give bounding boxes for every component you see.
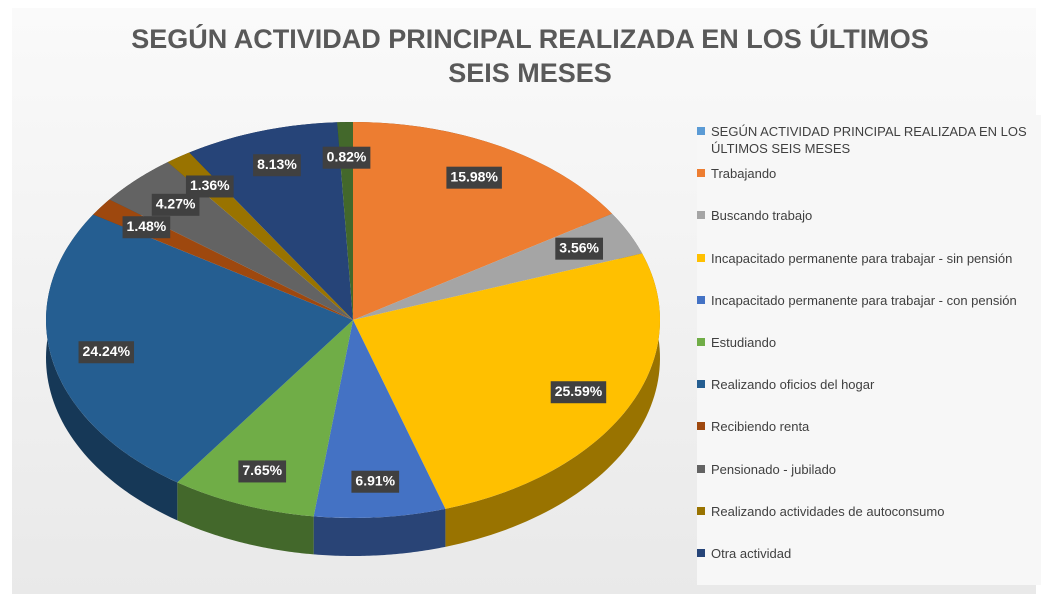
- slice: [313, 320, 446, 518]
- legend-label: Incapacitado permanente para trabajar - …: [711, 292, 1017, 308]
- legend-label: Trabajando: [711, 166, 777, 182]
- legend-swatch: [697, 211, 705, 220]
- legend-entry: SEGÚN ACTIVIDAD PRINCIPAL REALIZADA EN L…: [697, 123, 1041, 157]
- slice: [177, 320, 353, 517]
- legend-swatch: [697, 253, 705, 262]
- label-box: [238, 460, 287, 483]
- data-label: 1.48%: [127, 218, 167, 234]
- legend-entry: Realizando oficios del hogar: [697, 376, 1041, 393]
- data-label: 3.56%: [559, 239, 599, 255]
- legend-label: Recibiendo renta: [711, 419, 810, 435]
- legend-swatch: [697, 295, 705, 304]
- slice: [189, 122, 353, 321]
- legend-entry: Incapacitado permanente para trabajar - …: [697, 292, 1041, 309]
- legend-label: Realizando actividades de autoconsumo: [711, 503, 945, 519]
- legend-swatch: [697, 338, 705, 346]
- legend: SEGÚN ACTIVIDAD PRINCIPAL REALIZADA EN L…: [697, 115, 1041, 585]
- slice: [337, 122, 353, 320]
- legend-entry: Incapacitado permanente para trabajar - …: [697, 250, 1041, 267]
- label-box: [253, 154, 301, 177]
- legend-swatch: [697, 127, 705, 135]
- data-label: 4.27%: [156, 196, 196, 212]
- data-label: 7.65%: [242, 462, 282, 478]
- legend-entry: Pensionado - jubilado: [697, 461, 1041, 478]
- legend-entry: Otra actividad: [697, 545, 1041, 562]
- label-box: [322, 146, 371, 169]
- legend-swatch: [697, 549, 705, 557]
- label-box: [446, 166, 502, 189]
- data-label: 8.13%: [257, 156, 297, 172]
- chart-title: SEGÚN ACTIVIDAD PRINCIPAL REALIZADA EN L…: [131, 24, 929, 88]
- legend-entry: Realizando actividades de autoconsumo: [697, 503, 1041, 520]
- legend-swatch: [697, 422, 705, 431]
- label-box: [351, 470, 400, 493]
- legend-label: Realizando oficios del hogar: [711, 377, 875, 393]
- data-label: 6.91%: [355, 472, 395, 488]
- legend-entry: Recibiendo renta: [697, 418, 1041, 435]
- chart: 15.98% 3.56% 25.59% 6.91% 7.65% 24.24% 1.48% 4.…: [46, 122, 660, 556]
- legend-label: Buscando trabajo: [711, 208, 813, 224]
- legend-label: Pensionado - jubilado: [711, 461, 837, 477]
- legend-swatch: [697, 506, 705, 515]
- slice-side: [46, 214, 178, 521]
- legend-entry: Estudiando: [697, 334, 1041, 351]
- legend-swatch: [697, 169, 705, 178]
- data-label: 1.36%: [190, 177, 230, 193]
- slice-side: [313, 508, 446, 556]
- label-box: [185, 175, 234, 198]
- label-box: [550, 381, 607, 404]
- slice-side: [445, 253, 660, 547]
- slice: [353, 122, 613, 320]
- legend-swatch: [697, 380, 705, 389]
- legend-label: Otra actividad: [711, 546, 792, 561]
- data-label: 25.59%: [555, 383, 603, 399]
- legend-label: Estudiando: [711, 335, 777, 350]
- label-box: [555, 237, 604, 260]
- legend-entry: Trabajando: [697, 165, 1041, 182]
- data-label: 15.98%: [450, 168, 498, 184]
- data-label: 24.24%: [83, 343, 131, 359]
- legend-label: SEGÚN ACTIVIDAD PRINCIPAL REALIZADA EN L…: [711, 124, 1027, 156]
- label-box: [151, 193, 200, 216]
- slice: [46, 214, 354, 483]
- legend-entry: Buscando trabajo: [697, 207, 1041, 224]
- legend-swatch: [697, 464, 705, 473]
- data-label: 0.82%: [327, 148, 367, 164]
- slice: [353, 253, 660, 509]
- legend-label: Incapacitado permanente para trabajar - …: [711, 250, 1013, 266]
- label-box: [78, 341, 135, 364]
- label-box: [122, 216, 171, 239]
- slice-side: [177, 482, 314, 555]
